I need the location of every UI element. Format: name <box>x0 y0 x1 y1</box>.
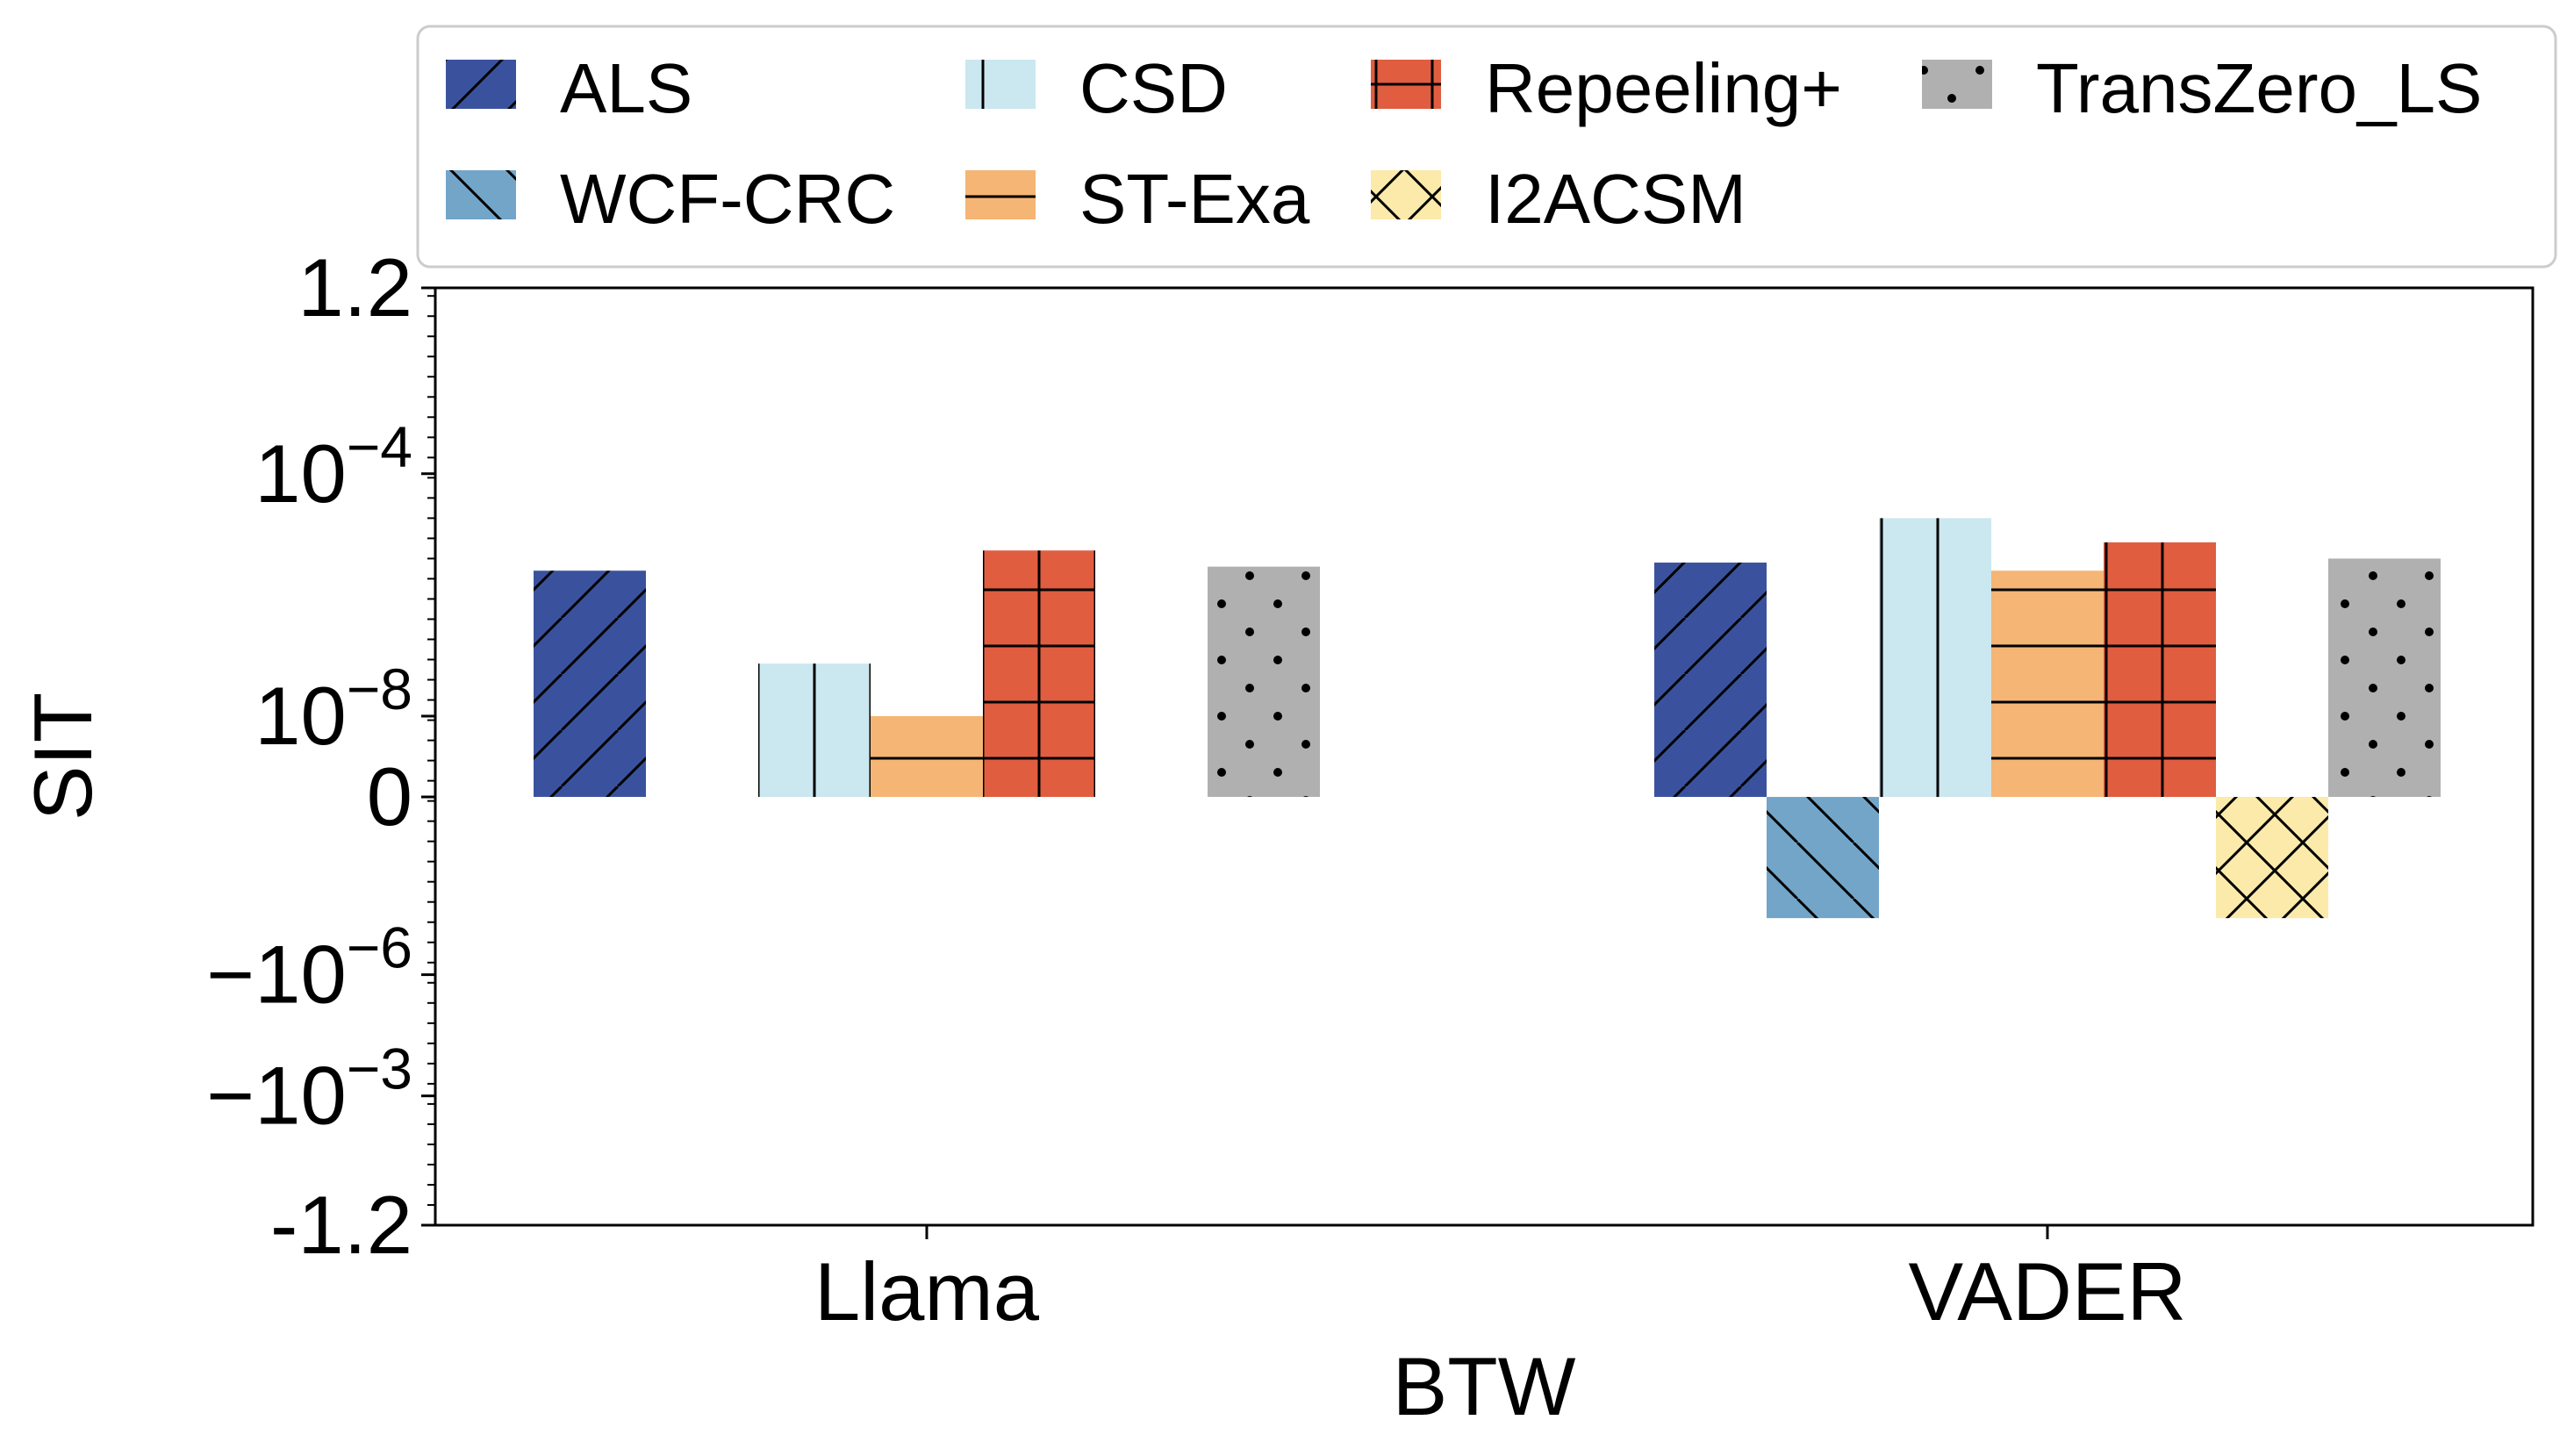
legend-swatch <box>446 60 516 109</box>
legend-swatch <box>965 60 1036 109</box>
y-tick-exponent: −8 <box>347 656 412 721</box>
bar-als-llama <box>534 570 646 798</box>
legend-frame <box>416 25 2557 269</box>
y-tick-label: 1.2 <box>298 241 412 334</box>
legend-label: ALS <box>560 49 692 127</box>
bar-st-exa-vader <box>1991 570 2104 798</box>
bar-transzero-ls-llama <box>1208 566 1320 798</box>
y-tick-base: 10 <box>255 427 347 520</box>
legend-item-repeeling-: Repeeling+ <box>1371 49 1842 127</box>
legend-swatch <box>446 170 516 219</box>
y-tick-label: 10−8 <box>255 656 412 762</box>
y-tick-exponent: −4 <box>347 414 412 479</box>
bar-transzero-ls-vader <box>2328 558 2441 798</box>
bar-csd-llama <box>758 663 871 798</box>
bar-csd-vader <box>1879 518 1991 798</box>
plot-frame <box>434 286 2535 1227</box>
legend-item-csd: CSD <box>965 49 1228 127</box>
x-axis-label: BTW <box>1393 1340 1576 1432</box>
y-tick-label: 0 <box>367 750 412 843</box>
legend-swatch <box>965 170 1036 219</box>
bar-st-exa-llama <box>871 715 983 798</box>
legend-item-als: ALS <box>446 49 692 127</box>
legend-label: WCF-CRC <box>560 160 895 238</box>
legend-swatch <box>1371 60 1441 109</box>
legend-item-i2acsm: I2ACSM <box>1371 160 1746 238</box>
legend-item-st-exa: ST-Exa <box>965 160 1310 238</box>
bar-i2acsm-vader <box>2216 797 2328 919</box>
y-tick-label: -1.2 <box>270 1179 412 1271</box>
y-tick-base: 10 <box>255 670 347 762</box>
legend: ALS WCF-CRC CSD ST-Exa Repeeling+ I2ACSM Trans… <box>416 25 2557 269</box>
y-axis-label: SIT <box>17 692 109 821</box>
bar-wcf-crc-vader <box>1767 797 1879 919</box>
y-tick-exponent: −6 <box>347 915 412 980</box>
legend-swatch <box>1371 170 1441 219</box>
legend-item-transzero-ls: TransZero_LS <box>1922 49 2482 127</box>
y-tick-base: −10 <box>206 929 346 1021</box>
legend-label: ST-Exa <box>1079 160 1310 238</box>
legend-swatch <box>1922 60 1992 109</box>
y-tick-label: −10−6 <box>206 915 412 1021</box>
legend-label: I2ACSM <box>1485 160 1746 238</box>
y-tick-base: −10 <box>206 1050 346 1142</box>
bar-repeeling--vader <box>2104 542 2216 798</box>
y-tick-label: 10−4 <box>255 414 412 520</box>
plot-area: 1.210−410−80−10−6−10−3-1.2 Llama VADER <box>206 241 2535 1338</box>
x-tick-label-vader: VADER <box>1909 1245 2187 1338</box>
bar-als-vader <box>1654 563 1767 798</box>
legend-item-wcf-crc: WCF-CRC <box>446 160 895 238</box>
bar-repeeling--llama <box>983 550 1095 798</box>
y-tick-label: −10−3 <box>206 1036 412 1142</box>
legend-label: CSD <box>1079 49 1228 127</box>
legend-label: TransZero_LS <box>2036 49 2482 127</box>
legend-label: Repeeling+ <box>1485 49 1842 127</box>
y-tick-exponent: −3 <box>347 1036 412 1101</box>
x-tick-label-llama: Llama <box>814 1245 1040 1338</box>
